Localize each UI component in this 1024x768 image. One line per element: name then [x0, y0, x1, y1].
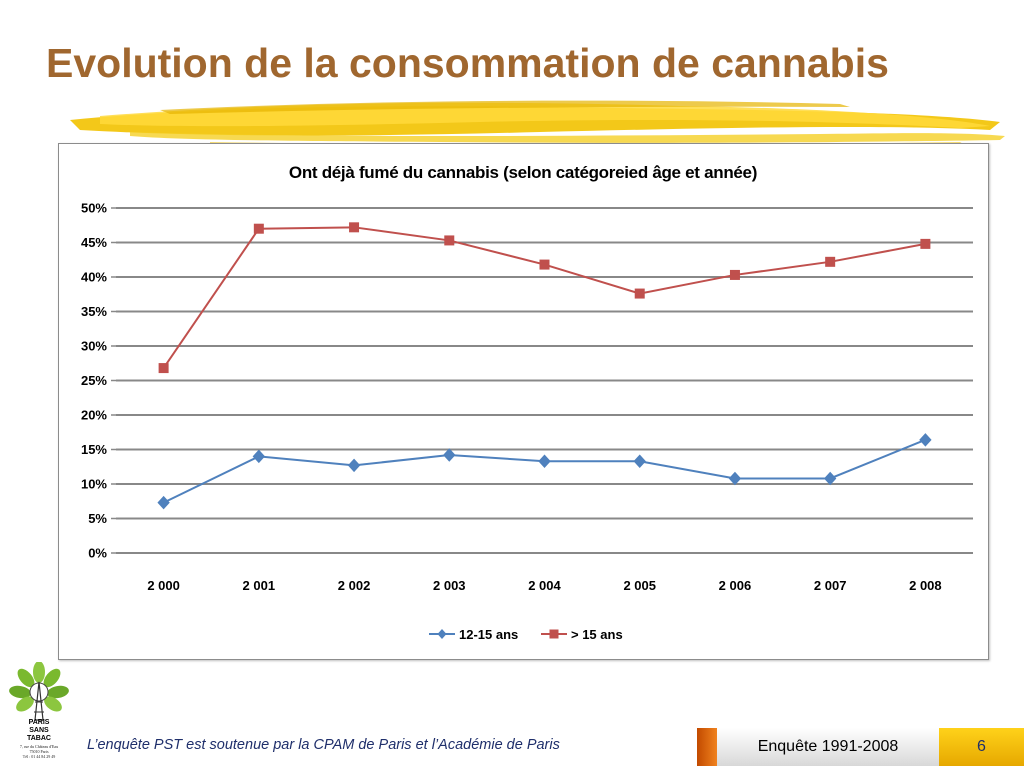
data-point-square	[444, 235, 455, 246]
legend-label: > 15 ans	[571, 627, 623, 642]
y-tick-label: 0%	[88, 546, 107, 561]
x-tick-label: 2 000	[147, 578, 180, 593]
x-tick-label: 2 004	[528, 578, 561, 593]
legend: 12-15 ans > 15 ans	[429, 627, 623, 642]
gridlines	[111, 207, 973, 554]
data-point-diamond	[633, 454, 646, 468]
logo-text-tabac: TABAC	[27, 735, 51, 742]
data-point-square	[253, 223, 264, 234]
data-point-diamond	[157, 495, 170, 510]
data-point-diamond	[347, 458, 361, 473]
series-1	[157, 433, 932, 510]
data-point-square	[349, 222, 360, 233]
y-tick-label: 35%	[81, 304, 107, 319]
page-number: 6	[939, 728, 1024, 766]
footer-survey-label: Enquête 1991-2008	[717, 728, 939, 766]
data-point-square	[539, 259, 550, 270]
data-point-square	[920, 238, 931, 249]
y-tick-label: 30%	[81, 339, 107, 354]
logo-text-paris: PARIS	[29, 719, 50, 726]
legend-marker-diamond	[437, 629, 447, 639]
series-layer	[157, 222, 932, 510]
y-tick-label: 15%	[81, 442, 107, 457]
data-point-diamond	[443, 448, 456, 462]
slide-title: Evolution de la consommation de cannabis	[46, 40, 889, 86]
y-tick-label: 5%	[88, 511, 107, 526]
footer-sponsor-text: L’enquête PST est soutenue par la CPAM d…	[87, 737, 560, 753]
x-tick-label: 2 001	[243, 578, 276, 593]
data-point-square	[825, 256, 836, 267]
series-2	[158, 222, 931, 374]
eiffel-tower-icon	[34, 681, 44, 721]
y-tick-label: 10%	[81, 477, 107, 492]
x-tick-label: 2 003	[433, 578, 466, 593]
logo-address-2: 75010 Paris	[30, 749, 49, 754]
legend-label: 12-15 ans	[459, 627, 518, 642]
x-tick-label: 2 008	[909, 578, 942, 593]
data-point-square	[158, 363, 169, 374]
chart-frame: Ont déjà fumé du cannabis (selon catégor…	[58, 143, 989, 660]
legend-marker-square	[549, 629, 559, 639]
data-point-diamond	[728, 471, 742, 486]
y-tick-label: 40%	[81, 270, 107, 285]
footer-accent-bar	[697, 728, 717, 766]
y-tick-label: 45%	[81, 235, 107, 250]
y-tick-label: 20%	[81, 408, 107, 423]
logo-text-sans: SANS	[29, 727, 49, 734]
x-tick-label: 2 007	[814, 578, 847, 593]
data-point-diamond	[252, 449, 266, 464]
data-point-diamond	[538, 454, 551, 468]
y-axis-ticks: 0% 5% 10% 15% 20% 25% 30% 35% 40% 45% 50%	[81, 201, 107, 561]
data-point-diamond	[823, 471, 837, 486]
logo-address-1: 7, rue du Château d'Eau	[20, 744, 58, 750]
data-point-square	[634, 288, 645, 299]
x-axis-ticks: 2 000 2 001 2 002 2 003 2 004 2 005 2 006 2 007…	[147, 578, 941, 593]
legend-item-2: > 15 ans	[541, 627, 623, 642]
logo-address-3: Tél : 01 44 84 29 49	[23, 754, 55, 759]
data-point-square	[729, 269, 740, 280]
chart-title: Ont déjà fumé du cannabis (selon catégor…	[289, 163, 757, 182]
legend-item-1: 12-15 ans	[429, 627, 518, 642]
paris-sans-tabac-logo: PARIS SANS TABAC 7, rue du Château d'Eau…	[9, 662, 69, 759]
line-chart: Ont déjà fumé du cannabis (selon catégor…	[81, 163, 973, 642]
x-tick-label: 2 005	[623, 578, 656, 593]
x-tick-label: 2 006	[719, 578, 752, 593]
logo-leaves-icon	[9, 662, 69, 712]
y-tick-label: 50%	[81, 201, 107, 216]
y-tick-label: 25%	[81, 373, 107, 388]
x-tick-label: 2 002	[338, 578, 371, 593]
data-point-diamond	[919, 433, 932, 447]
